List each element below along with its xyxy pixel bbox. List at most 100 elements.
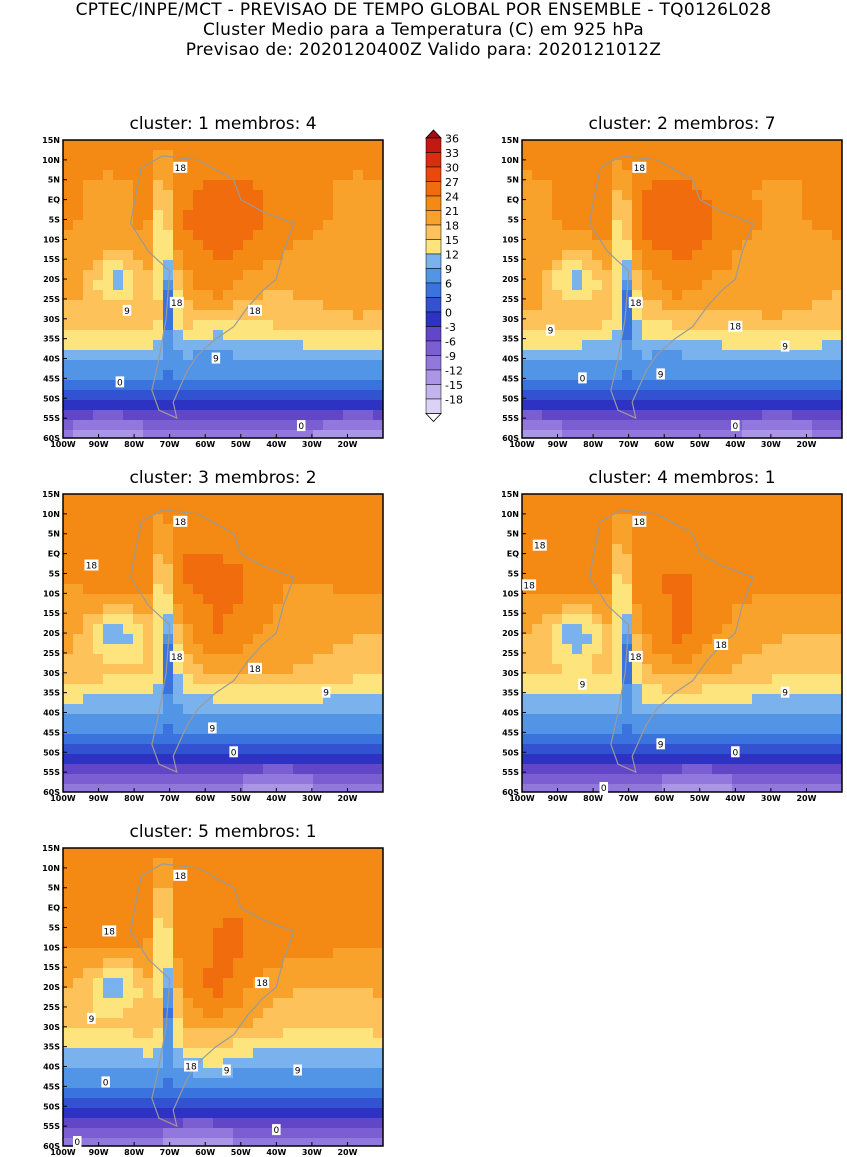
colorbar-swatch <box>425 297 442 313</box>
contour-label: 18 <box>249 307 261 317</box>
lon-tick-label: 100W <box>509 794 535 803</box>
lat-tick-label: 5N <box>507 530 519 539</box>
lat-tick-label: 60S <box>502 434 519 443</box>
contour-label: 18 <box>185 1063 197 1073</box>
contour-label-box <box>714 638 729 650</box>
contour-label-box <box>173 869 188 881</box>
map-frame <box>521 139 843 439</box>
colorbar-swatch <box>425 311 442 327</box>
lat-tick-label: 30S <box>43 1023 60 1032</box>
contour-label-box <box>101 1076 110 1088</box>
lon-tick-label: 30W <box>761 440 781 449</box>
lon-tick-label: 100W <box>50 1148 76 1157</box>
contour-label: 9 <box>548 327 554 337</box>
panel-1-title: cluster: 1 membros: 4 <box>129 114 317 134</box>
lat-tick-label: 10N <box>501 510 519 519</box>
contour-label-box <box>87 1012 96 1024</box>
colorbar-swatch <box>425 210 442 226</box>
lat-tick-label: 60S <box>43 1142 60 1151</box>
cluster-map-5: 15N 10N 5N EQ 5S 10S 15S 20S 25S 30S 35S 40S 45S 50S 5… <box>42 844 384 1157</box>
contour-label-box <box>731 746 740 758</box>
colorbar-label: 33 <box>445 147 459 160</box>
lat-tick-label: 45S <box>502 374 519 383</box>
colorbar-swatch <box>425 369 442 385</box>
lat-tick-label: 55S <box>43 768 60 777</box>
lat-tick-label: 50S <box>43 748 60 757</box>
lon-tick-label: 90W <box>548 794 568 803</box>
colorbar-swatch <box>425 166 442 182</box>
colorbar-label: 6 <box>445 278 452 291</box>
contour-label: 0 <box>273 1126 279 1136</box>
contour-label-box <box>321 686 331 698</box>
lat-tick-label: 60S <box>43 788 60 797</box>
colorbar-swatch <box>425 152 442 168</box>
lat-tick-label: 55S <box>43 414 60 423</box>
contour-label: 0 <box>298 422 304 432</box>
lon-tick-label: 70W <box>619 440 639 449</box>
contour-label: 9 <box>224 1067 230 1077</box>
contour-label: 9 <box>124 307 130 317</box>
contour-label: 18 <box>103 927 115 937</box>
lat-tick-label: 25S <box>43 295 60 304</box>
colorbar-label: -15 <box>445 379 463 392</box>
lon-tick-label: 40W <box>266 794 286 803</box>
contour-label-box <box>229 746 238 758</box>
contour-label: 9 <box>658 370 664 380</box>
lat-tick-label: 15N <box>501 136 519 145</box>
colorbar-swatch <box>425 398 442 414</box>
lon-tick-label: 90W <box>548 440 568 449</box>
contour-label: 18 <box>249 665 261 675</box>
lon-tick-label: 30W <box>302 794 322 803</box>
lat-tick-label: 5S <box>508 569 520 578</box>
contour-label-box <box>72 1136 82 1148</box>
contour-label-box <box>102 925 117 937</box>
lon-tick-label: 60W <box>195 794 215 803</box>
contour-label-box <box>211 352 221 364</box>
lat-tick-label: 5S <box>508 215 520 224</box>
lat-tick-label: 25S <box>43 649 60 658</box>
colorbar-label: 0 <box>445 307 452 320</box>
lat-tick-label: 10S <box>502 589 519 598</box>
contour-label-box <box>546 324 555 336</box>
lat-tick-label: 5N <box>48 530 60 539</box>
lon-tick-label: 80W <box>124 440 144 449</box>
lon-tick-label: 60W <box>195 440 215 449</box>
lon-tick-label: 50W <box>690 440 710 449</box>
lat-tick-label: EQ <box>507 196 519 205</box>
contour-label: 0 <box>732 422 738 432</box>
colorbar-swatch <box>425 384 442 400</box>
contour-label: 9 <box>295 1067 301 1077</box>
contour-label-box <box>184 1060 198 1072</box>
lon-tick-label: 90W <box>89 440 109 449</box>
contour-label-box <box>731 420 740 432</box>
colorbar-swatch <box>425 326 442 342</box>
lat-tick-label: EQ <box>48 550 60 559</box>
lat-tick-label: 45S <box>43 728 60 737</box>
cluster-map-3: 15N 10N 5N EQ 5S 10S 15S 20S 25S 30S 35S 40S 45S 50S 5… <box>42 490 384 803</box>
contour-label-box <box>656 738 665 750</box>
contour-label-box <box>632 515 647 527</box>
contour-label-box <box>208 722 217 734</box>
lat-tick-label: 15S <box>43 963 60 972</box>
lon-tick-label: 80W <box>583 794 603 803</box>
contour-label: 18 <box>171 653 183 663</box>
colorbar-swatch <box>425 195 442 211</box>
lat-tick-label: EQ <box>507 550 519 559</box>
contour-label: 18 <box>715 641 727 651</box>
colorbar-label: 21 <box>445 205 459 218</box>
colorbar-label: -9 <box>445 350 456 363</box>
colorbar-swatch <box>425 224 442 240</box>
lat-tick-label: 5N <box>48 884 60 893</box>
lon-tick-label: 100W <box>509 440 535 449</box>
colorbar-label: -6 <box>445 336 456 349</box>
contour-label-box <box>84 559 99 571</box>
lat-tick-label: 45S <box>43 374 60 383</box>
lat-tick-label: 40S <box>502 709 519 718</box>
lon-tick-label: 90W <box>89 1148 109 1157</box>
contour-label-box <box>173 515 188 527</box>
contour-label: 9 <box>213 355 219 365</box>
contour-label-box <box>169 650 184 662</box>
lat-tick-label: 50S <box>43 1102 60 1111</box>
lat-tick-label: 20S <box>43 983 60 992</box>
lat-tick-label: 15S <box>43 609 60 618</box>
